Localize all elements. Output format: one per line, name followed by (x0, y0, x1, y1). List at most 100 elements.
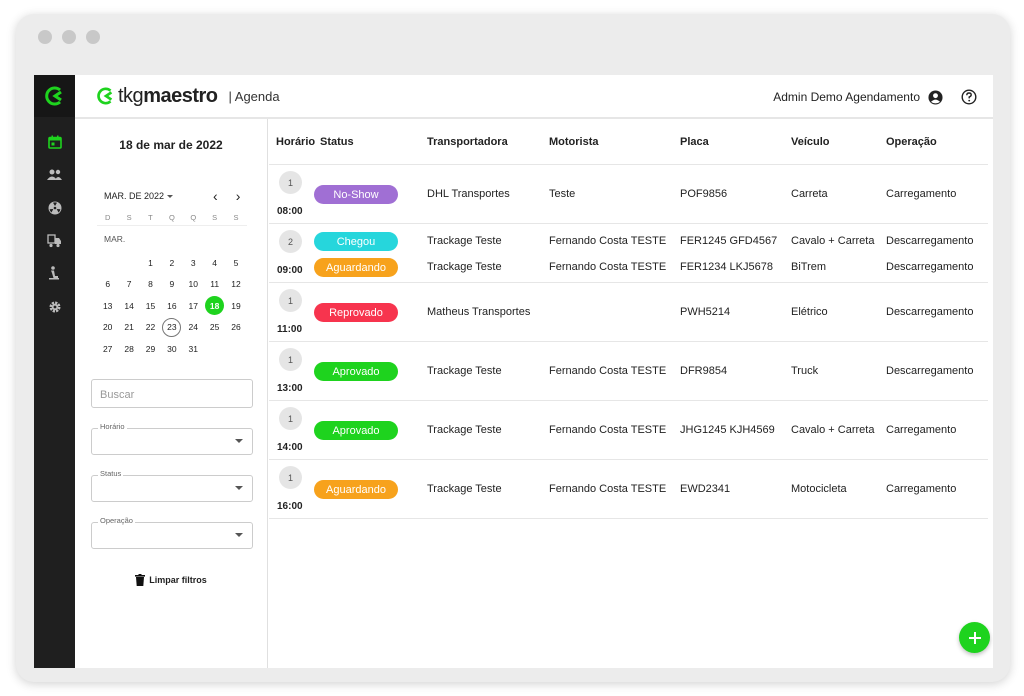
window-controls (38, 30, 100, 44)
status-badge[interactable]: Aprovado (314, 421, 398, 440)
cell-operacao: Descarregamento (886, 365, 974, 377)
header-motorista[interactable]: Motorista (549, 136, 599, 148)
help-circle-icon[interactable] (961, 89, 977, 105)
calendar-day[interactable]: 5 (225, 252, 246, 274)
calendar-day[interactable]: 2 (161, 252, 182, 274)
cell-transportadora: DHL Transportes (427, 188, 510, 200)
cell-veiculo: BiTrem (791, 261, 827, 273)
calendar-day-number (205, 339, 224, 358)
user-area: Admin Demo Agendamento (773, 75, 977, 119)
table-row[interactable]: 2 09:00 Chegou Trackage Teste Fernando Costa… (269, 224, 988, 283)
cell-placa: POF9856 (680, 188, 728, 200)
calendar-icon (47, 135, 62, 149)
calendar-day[interactable]: 14 (118, 295, 139, 317)
operacao-select[interactable]: Operação (91, 515, 253, 549)
rail-item-settings[interactable] (34, 290, 75, 323)
calendar-day[interactable]: 8 (140, 274, 161, 296)
calendar-day[interactable]: 3 (183, 252, 204, 274)
calendar-day[interactable]: 16 (161, 295, 182, 317)
user-name[interactable]: Admin Demo Agendamento (773, 90, 920, 104)
calendar-day[interactable]: 24 (183, 317, 204, 339)
calendar-day[interactable]: 25 (204, 317, 225, 339)
header-operacao[interactable]: Operação (886, 136, 937, 148)
status-badge[interactable]: Chegou (314, 232, 398, 251)
calendar-empty (97, 252, 118, 274)
table-row[interactable]: 1 16:00 Aguardando Trackage Teste Fernando C… (269, 460, 988, 519)
window-maximize-dot[interactable] (86, 30, 100, 44)
calendar-day-number: 26 (231, 322, 241, 333)
status-badge[interactable]: No-Show (314, 185, 398, 204)
calendar-day-number: 20 (102, 322, 113, 333)
calendar-day[interactable]: 12 (225, 274, 246, 296)
weekday-label: Q (168, 213, 175, 222)
calendar-day[interactable]: 4 (204, 252, 225, 274)
table-row[interactable]: 1 13:00 Aprovado Trackage Teste Fernando Cos… (269, 342, 988, 401)
status-badge[interactable]: Aguardando (314, 480, 398, 499)
horario-select[interactable]: Horário (91, 421, 253, 455)
caret-down-icon (235, 438, 243, 443)
calendar-day[interactable]: 13 (97, 295, 118, 317)
calendar-day[interactable]: 26 (225, 317, 246, 339)
add-schedule-button[interactable] (959, 622, 990, 653)
status-badge[interactable]: Reprovado (314, 303, 398, 322)
rail-logo[interactable] (34, 75, 75, 117)
calendar-day[interactable]: 18 (204, 295, 225, 317)
window-close-dot[interactable] (38, 30, 52, 44)
calendar-day[interactable]: 6 (97, 274, 118, 296)
calendar-day[interactable]: 31 (183, 338, 204, 360)
calendar-day[interactable]: 20 (97, 317, 118, 339)
calendar-day[interactable]: 15 (140, 295, 161, 317)
header-transportadora[interactable]: Transportadora (427, 136, 508, 148)
cell-transportadora: Trackage Teste (427, 365, 502, 377)
chevron-right-icon[interactable]: › (235, 188, 241, 204)
calendar-day[interactable]: 28 (118, 338, 139, 360)
calendar-day[interactable]: 19 (225, 295, 246, 317)
rail-item-hazard[interactable] (34, 191, 75, 224)
rail-item-vehicles[interactable] (34, 224, 75, 257)
rail-item-agenda[interactable] (34, 125, 75, 158)
calendar-day[interactable]: 17 (183, 295, 204, 317)
calendar-day[interactable]: 30 (161, 338, 182, 360)
rail-item-visitors[interactable] (34, 257, 75, 290)
chevron-left-icon[interactable]: ‹ (213, 188, 218, 204)
calendar-day-number: 28 (124, 343, 134, 354)
calendar-day[interactable]: 10 (183, 274, 204, 296)
calendar-week: 1 2 3 4 5 (97, 252, 247, 274)
status-badge[interactable]: Aguardando (314, 258, 398, 277)
search-input[interactable]: Buscar (91, 378, 253, 408)
calendar-day[interactable]: 27 (97, 338, 118, 360)
calendar-weeks: 1 2 3 4 5 6 7 8 9 10 11 12 13 14 15 16 17 18 19 20 21 22 23 24 2… (97, 252, 247, 360)
header-placa[interactable]: Placa (680, 136, 709, 148)
cell-veiculo: Motocicleta (791, 483, 847, 495)
window-minimize-dot[interactable] (62, 30, 76, 44)
calendar-day[interactable]: 7 (118, 274, 139, 296)
calendar-day[interactable]: 21 (118, 317, 139, 339)
radioactive-icon (48, 201, 61, 214)
header-veiculo[interactable]: Veículo (791, 136, 830, 148)
rail-item-people[interactable] (34, 158, 75, 191)
status-badge[interactable]: Aprovado (314, 362, 398, 381)
status-select[interactable]: Status (91, 468, 253, 502)
clear-filters-button[interactable]: Limpar filtros (75, 573, 267, 586)
calendar-day[interactable]: 23 (161, 317, 182, 339)
account-circle-icon[interactable] (928, 89, 943, 105)
calendar-day[interactable]: 11 (204, 274, 225, 296)
calendar-day[interactable]: 22 (140, 317, 161, 339)
calendar-month-label: MAR. (104, 234, 126, 244)
calendar-day[interactable]: 29 (140, 338, 161, 360)
table-row[interactable]: 1 14:00 Aprovado Trackage Teste Fernando Cos… (269, 401, 988, 460)
table-row[interactable]: 1 08:00 No-Show DHL Transportes Teste POF9856… (269, 165, 988, 224)
month-selector[interactable]: MAR. DE 2022 (104, 191, 174, 201)
header-horario[interactable]: Horário (276, 136, 316, 148)
cell-operacao: Carregamento (886, 424, 957, 436)
calendar-day[interactable]: 9 (161, 274, 182, 296)
cell-placa: FER1234 LKJ5678 (680, 261, 773, 273)
slot-time: 14:00 (277, 442, 303, 453)
calendar-day[interactable]: 1 (140, 252, 161, 274)
calendar-day-number: 11 (210, 279, 220, 290)
calendar-day-number: 22 (145, 322, 156, 333)
table-row[interactable]: 1 11:00 Reprovado Matheus Transportes PWH521… (269, 283, 988, 342)
calendar-day-number (98, 253, 117, 272)
header-status[interactable]: Status (320, 136, 354, 148)
